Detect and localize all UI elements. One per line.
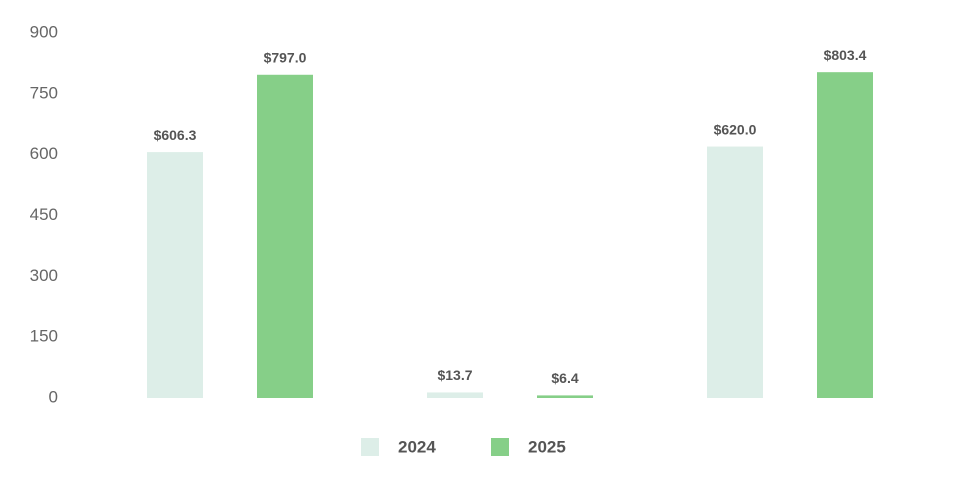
legend-swatch xyxy=(361,438,379,456)
y-tick-label: 900 xyxy=(30,22,58,41)
y-tick-label: 150 xyxy=(30,327,58,346)
legend-swatch xyxy=(491,438,509,456)
bar xyxy=(427,392,483,398)
value-label: $13.7 xyxy=(437,367,472,383)
bar xyxy=(817,72,873,398)
bar xyxy=(537,395,593,398)
y-tick-label: 750 xyxy=(30,83,58,102)
y-tick-label: 300 xyxy=(30,266,58,285)
bar xyxy=(707,146,763,398)
value-label: $620.0 xyxy=(714,121,757,137)
y-tick-label: 450 xyxy=(30,205,58,224)
value-label: $797.0 xyxy=(264,49,307,65)
y-tick-label: 0 xyxy=(49,387,58,406)
bar xyxy=(257,74,313,399)
value-label: $606.3 xyxy=(154,127,197,143)
value-label: $803.4 xyxy=(824,47,867,63)
legend-label: 2024 xyxy=(398,437,436,456)
bar xyxy=(147,152,203,398)
legend-label: 2025 xyxy=(528,437,566,456)
value-label: $6.4 xyxy=(551,370,578,386)
y-tick-label: 600 xyxy=(30,144,58,163)
